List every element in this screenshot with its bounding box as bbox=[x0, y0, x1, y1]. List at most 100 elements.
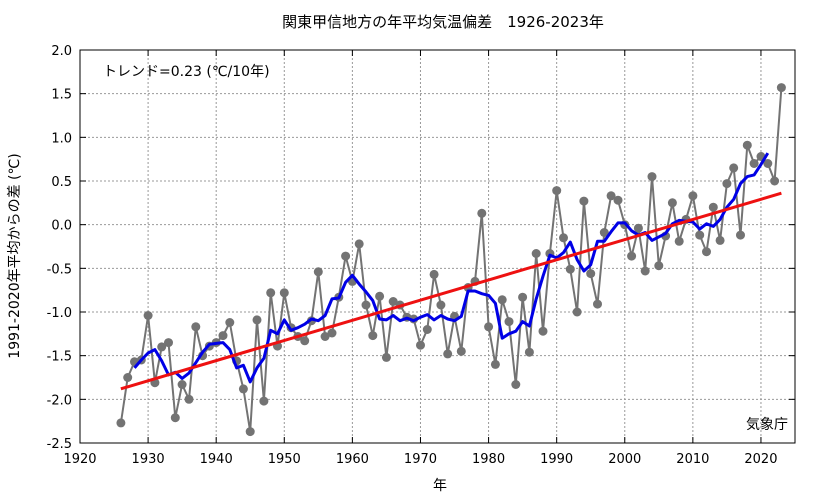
grid bbox=[80, 50, 795, 443]
x-tick-label: 1990 bbox=[540, 452, 573, 467]
annual-point bbox=[436, 300, 446, 310]
x-tick-label: 2020 bbox=[744, 452, 777, 467]
annual-point bbox=[565, 264, 575, 274]
annual-point bbox=[627, 251, 637, 261]
annual-point bbox=[477, 208, 487, 218]
x-tick-label: 1960 bbox=[336, 452, 369, 467]
annual-point bbox=[640, 266, 650, 276]
annual-point bbox=[143, 311, 153, 320]
annual-point bbox=[381, 352, 391, 362]
annual-point bbox=[225, 318, 235, 327]
annual-point bbox=[708, 202, 718, 212]
annual-point bbox=[559, 233, 568, 243]
annual-point bbox=[429, 269, 439, 279]
annual-point bbox=[259, 396, 269, 406]
y-axis-title: 1991-2020年平均からの差 (℃) bbox=[7, 153, 23, 358]
annual-point bbox=[715, 235, 725, 245]
y-tick-label: 1.0 bbox=[51, 131, 72, 146]
annual-point bbox=[776, 83, 786, 93]
annual-point bbox=[763, 159, 773, 168]
annual-point bbox=[674, 236, 684, 246]
annual-point bbox=[572, 307, 582, 317]
chart-title: 関東甲信地方の年平均気温偏差 1926-2023年 bbox=[282, 13, 604, 31]
annual-point bbox=[688, 191, 698, 201]
annual-point bbox=[497, 295, 507, 305]
annual-point bbox=[552, 186, 562, 196]
annual-point bbox=[218, 331, 228, 341]
annual-point bbox=[266, 288, 276, 298]
x-tick-label: 2000 bbox=[608, 452, 641, 467]
annual-point bbox=[443, 349, 453, 359]
x-axis-title: 年 bbox=[433, 478, 447, 494]
annual-point bbox=[313, 267, 323, 277]
trend-label: トレンド=0.23 (℃/10年) bbox=[103, 64, 270, 80]
annual-point bbox=[593, 299, 602, 309]
annual-point bbox=[368, 331, 378, 341]
x-tick-label: 2010 bbox=[676, 452, 709, 467]
x-tick-label: 1940 bbox=[200, 452, 233, 467]
annual-point bbox=[484, 322, 494, 332]
annual-point bbox=[279, 288, 289, 298]
annual-point bbox=[538, 326, 548, 336]
annual-point bbox=[613, 195, 623, 205]
y-tick-label: 0.5 bbox=[51, 175, 72, 190]
annual-point bbox=[524, 347, 534, 357]
annual-point bbox=[736, 230, 745, 240]
source-label: 気象庁 bbox=[746, 417, 788, 433]
annual-point bbox=[579, 196, 589, 206]
annual-point bbox=[606, 191, 616, 201]
series-trend-line bbox=[120, 191, 782, 391]
annual-point bbox=[729, 163, 739, 173]
series-layer bbox=[116, 83, 786, 437]
axis-labels: 1920 1930 1940 1950 1960 1970 1980 1990 2000 2010… bbox=[47, 44, 778, 467]
annual-point bbox=[123, 373, 133, 382]
x-tick-label: 1970 bbox=[404, 452, 437, 467]
annual-point bbox=[599, 228, 609, 237]
x-tick-label: 1980 bbox=[472, 452, 505, 467]
annual-point bbox=[586, 269, 596, 279]
annual-point bbox=[722, 179, 732, 189]
y-tick-label: -0.5 bbox=[47, 262, 72, 277]
annual-point bbox=[702, 247, 711, 257]
x-tick-label: 1930 bbox=[132, 452, 165, 467]
annual-point bbox=[238, 384, 248, 394]
y-tick-label: -1.0 bbox=[47, 306, 72, 321]
y-tick-label: -2.5 bbox=[47, 437, 72, 452]
annual-point bbox=[749, 159, 759, 168]
annual-point bbox=[361, 300, 371, 310]
annual-point bbox=[422, 325, 432, 334]
annual-point bbox=[742, 140, 752, 150]
x-tick-label: 1950 bbox=[268, 452, 301, 467]
annual-point bbox=[341, 251, 351, 261]
plot-frame bbox=[79, 49, 796, 444]
annual-point bbox=[191, 322, 201, 332]
annual-point bbox=[245, 427, 255, 437]
y-tick-label: 2.0 bbox=[51, 44, 72, 59]
annual-point bbox=[170, 413, 180, 423]
annual-point bbox=[320, 332, 330, 341]
annual-point bbox=[157, 342, 167, 352]
annual-point bbox=[654, 261, 664, 271]
annual-point bbox=[504, 317, 514, 327]
annual-point bbox=[647, 172, 657, 182]
annual-point bbox=[770, 176, 780, 186]
y-tick-label: 1.5 bbox=[51, 88, 72, 103]
annual-point bbox=[164, 338, 173, 348]
annual-point bbox=[388, 297, 398, 306]
annual-point bbox=[456, 346, 466, 356]
annual-point bbox=[416, 340, 425, 350]
annual-point bbox=[490, 359, 500, 369]
annual-point bbox=[116, 418, 126, 428]
annual-point bbox=[511, 380, 521, 389]
annual-point bbox=[375, 291, 385, 301]
annual-point bbox=[177, 380, 187, 389]
y-tick-label: 0.0 bbox=[51, 219, 72, 234]
annual-point bbox=[354, 239, 364, 249]
annual-point bbox=[300, 336, 310, 346]
annual-point bbox=[518, 292, 528, 302]
y-tick-label: -2.0 bbox=[47, 393, 72, 408]
annual-point bbox=[667, 198, 677, 208]
ticks bbox=[79, 49, 795, 444]
